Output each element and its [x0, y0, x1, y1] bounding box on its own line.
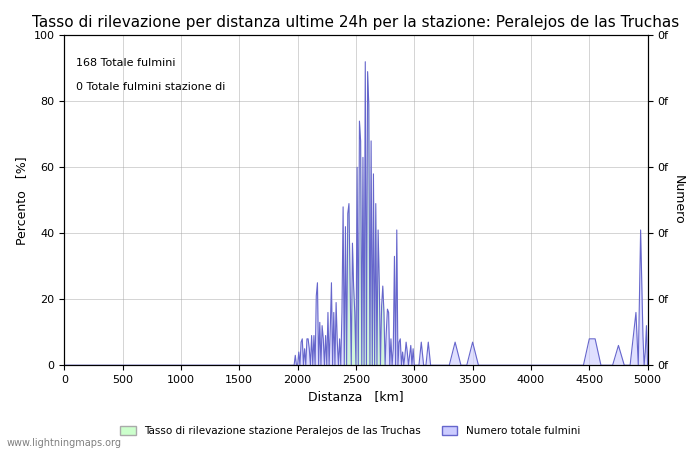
Y-axis label: Numero: Numero — [672, 176, 685, 225]
Title: Tasso di rilevazione per distanza ultime 24h per la stazione: Peralejos de las T: Tasso di rilevazione per distanza ultime… — [32, 15, 680, 30]
Y-axis label: Percento   [%]: Percento [%] — [15, 156, 28, 245]
Text: 168 Totale fulmini: 168 Totale fulmini — [76, 58, 176, 68]
Text: 0 Totale fulmini stazione di: 0 Totale fulmini stazione di — [76, 81, 225, 91]
Legend: Tasso di rilevazione stazione Peralejos de las Truchas, Numero totale fulmini: Tasso di rilevazione stazione Peralejos … — [116, 422, 584, 440]
X-axis label: Distanza   [km]: Distanza [km] — [308, 391, 404, 404]
Text: www.lightningmaps.org: www.lightningmaps.org — [7, 438, 122, 448]
